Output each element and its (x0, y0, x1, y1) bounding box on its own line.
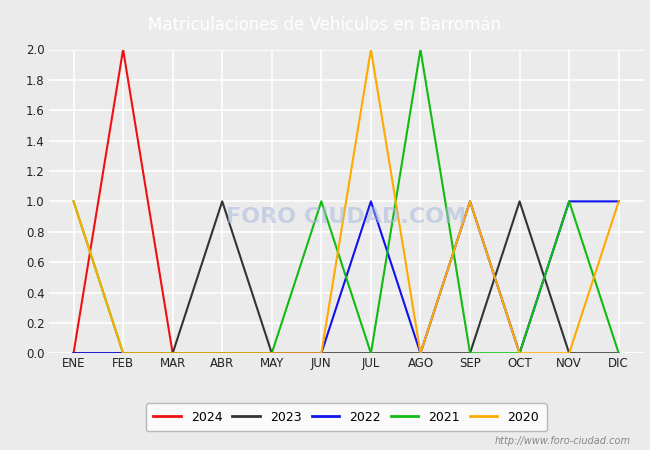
Text: Matriculaciones de Vehículos en Barromán: Matriculaciones de Vehículos en Barromán (148, 16, 502, 34)
Legend: 2024, 2023, 2022, 2021, 2020: 2024, 2023, 2022, 2021, 2020 (146, 403, 547, 432)
Text: http://www.foro-ciudad.com: http://www.foro-ciudad.com (495, 436, 630, 446)
Text: FORO CIUDAD.COM: FORO CIUDAD.COM (226, 207, 466, 226)
